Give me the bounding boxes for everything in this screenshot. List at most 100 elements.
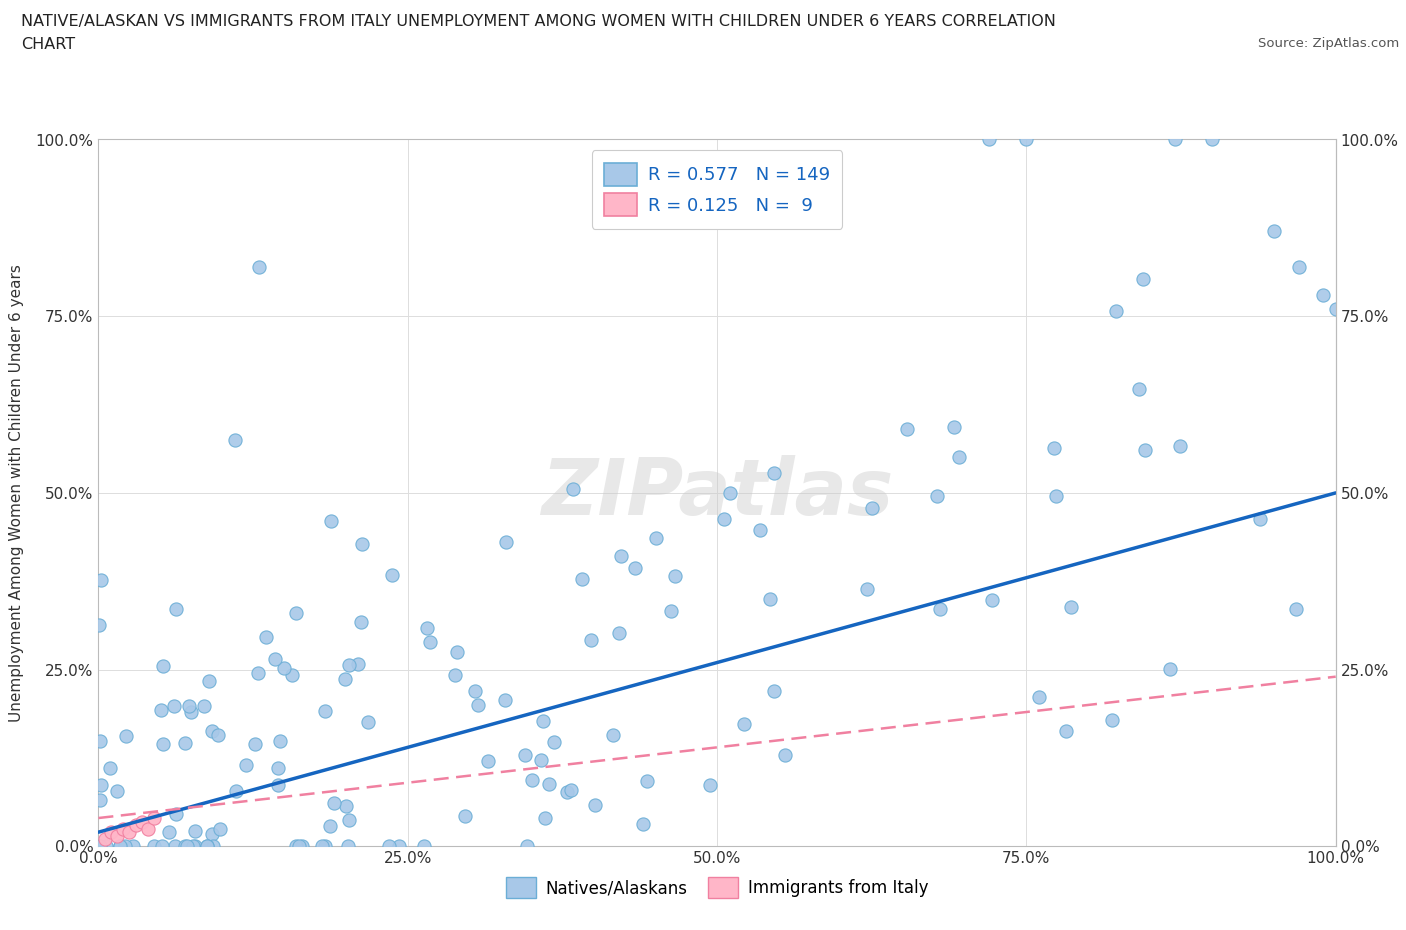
Point bbox=[143, 839, 166, 854]
Point bbox=[1168, 439, 1191, 454]
Point bbox=[531, 713, 554, 728]
Point bbox=[896, 422, 918, 437]
Point bbox=[291, 839, 314, 854]
Point bbox=[378, 839, 401, 854]
Point bbox=[733, 716, 755, 731]
Point bbox=[89, 734, 111, 749]
Point bbox=[152, 737, 174, 751]
Point bbox=[108, 839, 131, 854]
Point bbox=[89, 792, 111, 807]
Point bbox=[1284, 602, 1306, 617]
Point bbox=[562, 482, 585, 497]
Point bbox=[115, 728, 138, 743]
Point bbox=[201, 724, 224, 738]
Point bbox=[254, 630, 277, 644]
Point bbox=[131, 814, 153, 829]
Point bbox=[318, 818, 340, 833]
Point bbox=[165, 807, 187, 822]
Point bbox=[659, 604, 682, 618]
Point bbox=[124, 817, 146, 832]
Point bbox=[464, 684, 486, 699]
Point bbox=[607, 626, 630, 641]
Point bbox=[335, 799, 357, 814]
Point bbox=[1159, 661, 1181, 676]
Point bbox=[118, 825, 141, 840]
Point bbox=[1028, 690, 1050, 705]
Point bbox=[856, 582, 879, 597]
Point bbox=[1263, 224, 1285, 239]
Point bbox=[1132, 272, 1154, 286]
Point bbox=[273, 661, 295, 676]
Point bbox=[112, 821, 135, 836]
Point bbox=[284, 605, 307, 620]
Point bbox=[285, 839, 308, 854]
Point bbox=[579, 632, 602, 647]
Point bbox=[100, 825, 122, 840]
Point bbox=[105, 829, 128, 844]
Point bbox=[247, 665, 270, 680]
Point bbox=[1164, 132, 1187, 147]
Point bbox=[136, 821, 159, 836]
Point bbox=[624, 561, 647, 576]
Point bbox=[925, 489, 948, 504]
Point bbox=[195, 839, 218, 854]
Point bbox=[337, 813, 360, 828]
Point bbox=[264, 652, 287, 667]
Point bbox=[180, 705, 202, 720]
Point bbox=[247, 259, 270, 274]
Point bbox=[89, 618, 111, 632]
Point bbox=[90, 777, 112, 792]
Point bbox=[323, 796, 346, 811]
Point bbox=[110, 839, 132, 854]
Point bbox=[1101, 712, 1123, 727]
Point bbox=[201, 827, 224, 842]
Point bbox=[1249, 512, 1271, 526]
Point bbox=[636, 774, 658, 789]
Point bbox=[89, 839, 111, 854]
Point bbox=[281, 667, 304, 682]
Point bbox=[337, 839, 360, 854]
Point bbox=[311, 839, 333, 854]
Point bbox=[224, 432, 246, 447]
Point bbox=[149, 702, 172, 717]
Point bbox=[1312, 287, 1334, 302]
Point bbox=[759, 591, 782, 606]
Point bbox=[350, 615, 373, 630]
Point bbox=[718, 485, 741, 500]
Y-axis label: Unemployment Among Women with Children Under 6 years: Unemployment Among Women with Children U… bbox=[10, 264, 24, 722]
Point bbox=[413, 839, 436, 854]
Point bbox=[198, 673, 221, 688]
Point bbox=[560, 783, 582, 798]
Point bbox=[928, 602, 950, 617]
Point bbox=[98, 761, 121, 776]
Point bbox=[495, 535, 517, 550]
Point bbox=[314, 839, 336, 854]
Point bbox=[522, 772, 544, 787]
Point bbox=[267, 777, 290, 792]
Point bbox=[1043, 441, 1066, 456]
Point bbox=[1324, 301, 1347, 316]
Point bbox=[179, 698, 201, 713]
Point bbox=[287, 839, 309, 854]
Point bbox=[94, 839, 117, 854]
Point bbox=[444, 668, 467, 683]
Point bbox=[152, 658, 174, 673]
Point bbox=[357, 714, 380, 729]
Point bbox=[948, 450, 970, 465]
Point bbox=[1054, 724, 1077, 738]
Point bbox=[269, 733, 291, 748]
Point bbox=[122, 839, 145, 854]
Point bbox=[1105, 303, 1128, 318]
Point bbox=[1128, 381, 1150, 396]
Point bbox=[114, 839, 136, 854]
Point bbox=[513, 747, 536, 762]
Point bbox=[245, 737, 267, 751]
Point bbox=[1045, 489, 1067, 504]
Point bbox=[583, 797, 606, 812]
Point bbox=[494, 693, 516, 708]
Point bbox=[267, 761, 290, 776]
Point bbox=[163, 698, 186, 713]
Point bbox=[347, 657, 370, 671]
Text: CHART: CHART bbox=[21, 37, 75, 52]
Point bbox=[454, 809, 477, 824]
